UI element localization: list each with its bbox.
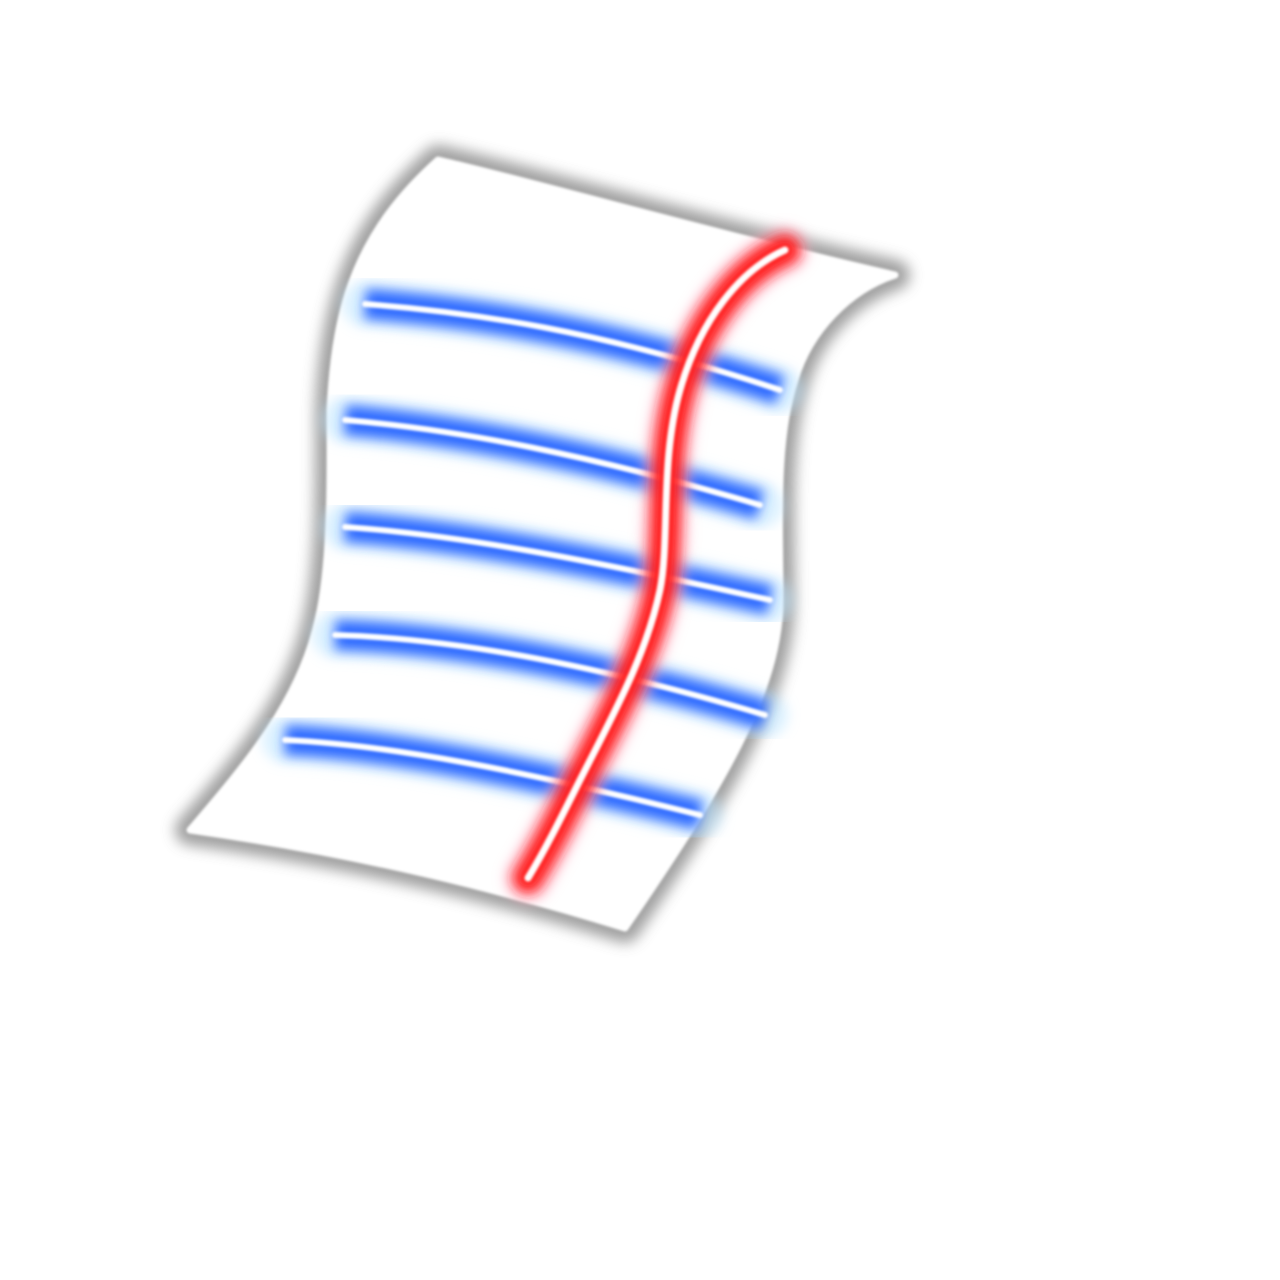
rule-line [322,504,793,623]
rule-line [322,397,783,528]
rule-line [312,612,788,738]
rule-line [262,717,723,838]
rule-lines [262,281,803,838]
margin-line [504,226,809,902]
